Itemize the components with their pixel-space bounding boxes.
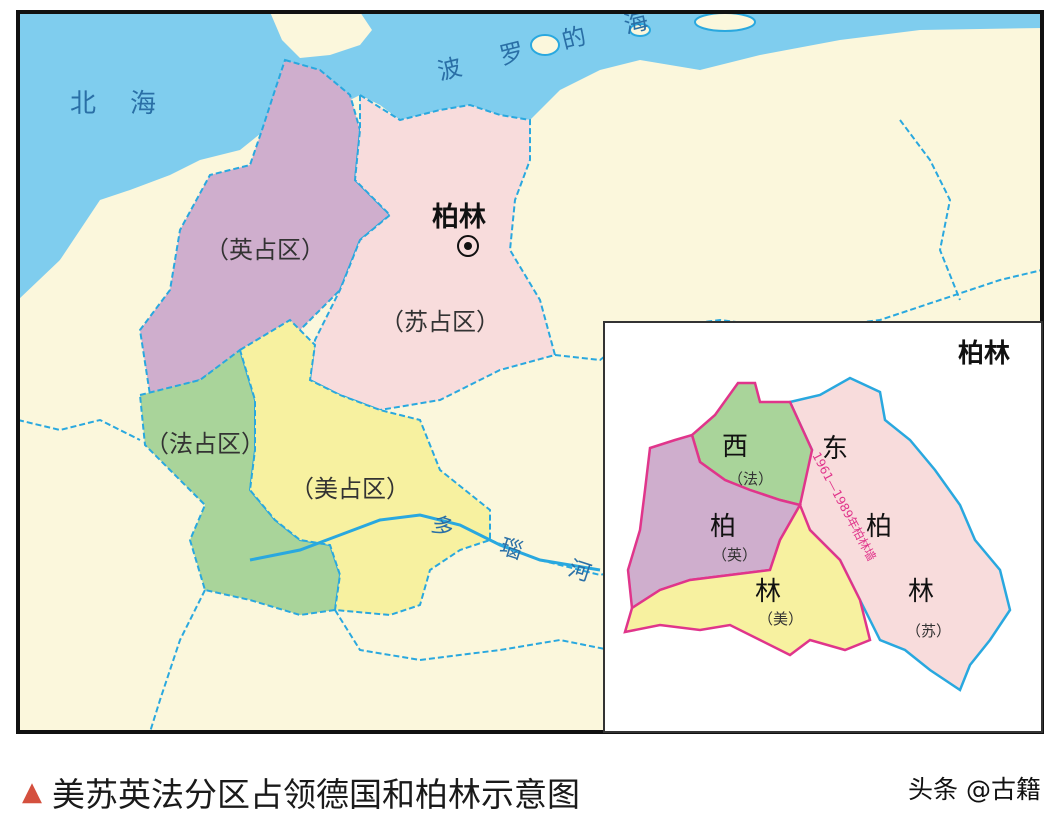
west-char-1: 西 — [722, 432, 748, 462]
sector-french-label: （法） — [728, 470, 773, 488]
island — [629, 23, 651, 37]
inset-title: 柏林 — [958, 339, 1010, 369]
west-char-3: 林 — [755, 577, 781, 607]
sector-british-label: （英） — [712, 546, 757, 564]
soviet-zone — [308, 93, 557, 412]
french-zone-label: （法占区） — [145, 430, 265, 458]
sea-area — [18, 12, 1042, 300]
capital-marker-dot — [464, 242, 472, 250]
soviet-zone-label: （苏占区） — [380, 308, 500, 336]
danube-river — [249, 513, 601, 572]
border-line — [149, 589, 206, 733]
lowlands-land — [18, 215, 150, 360]
sector-american-label: （美） — [758, 610, 803, 628]
east-char-2: 柏 — [866, 512, 892, 542]
caption-triangle-icon: ▲ — [22, 777, 42, 807]
west-berlin-american-sector — [623, 502, 872, 657]
watermark: 头条 @古籍 — [908, 775, 1041, 804]
british-zone-label: （英占区） — [205, 236, 325, 264]
coast-right — [700, 28, 1042, 120]
west-char-2: 柏 — [710, 512, 736, 542]
east-char-1: 东 — [822, 434, 848, 464]
east-char-3: 林 — [908, 577, 934, 607]
north-sea-label: 北海 — [70, 89, 190, 119]
capital-marker-icon — [457, 235, 479, 257]
figure-caption: ▲ 美苏英法分区占领德国和柏林示意图 — [22, 768, 580, 816]
berlin-capital-label: 柏林 — [432, 202, 486, 233]
denmark-land — [270, 12, 372, 58]
american-zone — [238, 318, 491, 617]
island — [530, 34, 560, 56]
island — [694, 12, 756, 32]
border-line — [899, 119, 961, 301]
american-zone-label: （美占区） — [290, 475, 410, 503]
caption-text: 美苏英法分区占领德国和柏林示意图 — [52, 775, 580, 814]
sector-soviet-label: （苏） — [906, 622, 951, 640]
border-line — [334, 609, 611, 662]
border-line — [17, 418, 141, 441]
